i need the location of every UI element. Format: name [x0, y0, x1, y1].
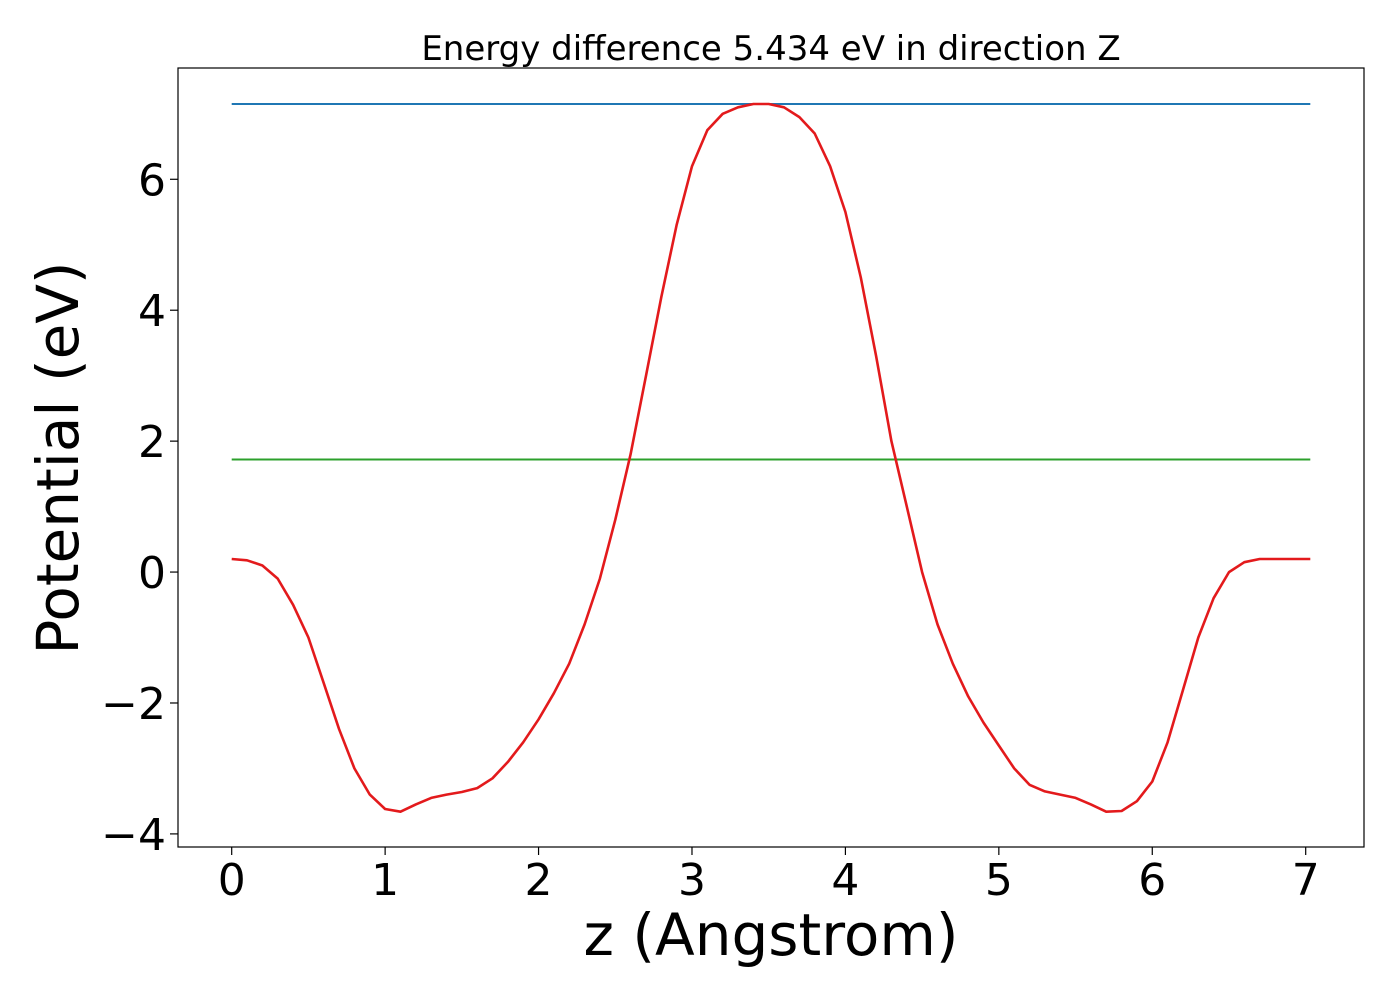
y-axis-ticks: −4 −2 0 2 4 6	[101, 155, 178, 861]
x-tick-label: 5	[985, 855, 1013, 906]
chart-title: Energy difference 5.434 eV in direction …	[421, 29, 1120, 69]
y-tick-label: 4	[138, 286, 166, 337]
x-tick-label: 1	[371, 855, 399, 906]
y-tick-label: −4	[101, 810, 166, 861]
x-tick-label: 2	[525, 855, 553, 906]
x-tick-label: 4	[831, 855, 859, 906]
y-axis-label: Potential (eV)	[24, 261, 92, 654]
plot-area	[231, 102, 1311, 813]
axes-frame	[177, 67, 1365, 848]
series-line-2	[231, 102, 1311, 813]
y-tick-label: −2	[101, 679, 166, 730]
x-tick-label: 6	[1138, 855, 1166, 906]
x-tick-label: 7	[1292, 855, 1320, 906]
y-tick-label: 0	[138, 548, 166, 599]
x-axis-ticks: 0 1 2 3 4 5 6 7	[218, 847, 1320, 906]
x-tick-label: 0	[218, 855, 246, 906]
y-tick-label: 6	[138, 155, 166, 206]
x-axis-label: z (Angstrom)	[584, 901, 959, 969]
y-tick-label: 2	[138, 417, 166, 468]
x-tick-label: 3	[678, 855, 706, 906]
